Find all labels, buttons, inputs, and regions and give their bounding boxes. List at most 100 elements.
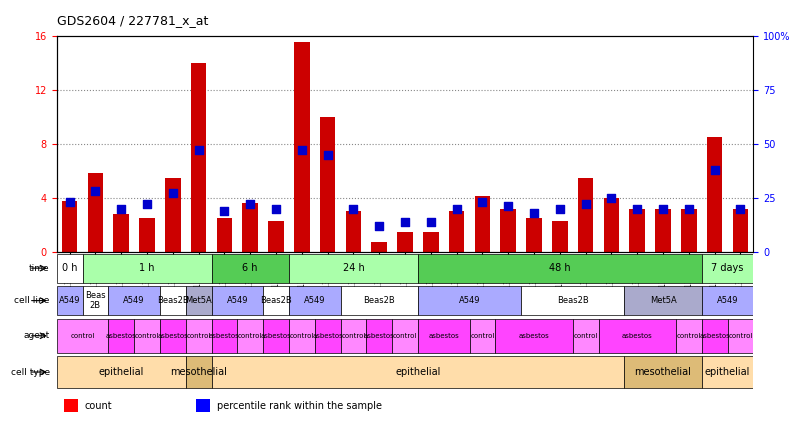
Point: [553, 205, 566, 212]
Bar: [701, 357, 753, 388]
Bar: [625, 357, 701, 388]
Bar: [495, 319, 573, 353]
Bar: [185, 357, 211, 388]
Point: [734, 205, 747, 212]
Text: asbestos: asbestos: [518, 333, 549, 339]
Bar: [392, 319, 418, 353]
Text: control: control: [471, 333, 495, 339]
Point: [399, 218, 411, 225]
Bar: [268, 221, 284, 252]
Text: epithelial: epithelial: [99, 367, 144, 377]
Point: [296, 147, 309, 154]
Bar: [521, 286, 625, 315]
Bar: [315, 319, 340, 353]
Text: cell type: cell type: [11, 368, 49, 377]
Bar: [139, 218, 155, 252]
Text: Beas2B: Beas2B: [260, 296, 292, 305]
Text: 1 h: 1 h: [139, 263, 155, 273]
Point: [476, 198, 489, 206]
Bar: [625, 286, 701, 315]
Text: time: time: [29, 264, 49, 273]
Point: [424, 218, 437, 225]
Text: asbestos: asbestos: [622, 333, 653, 339]
Bar: [263, 319, 289, 353]
Point: [579, 201, 592, 208]
Text: 48 h: 48 h: [549, 263, 570, 273]
Bar: [211, 254, 289, 283]
Text: 7 days: 7 days: [711, 263, 744, 273]
Bar: [676, 319, 701, 353]
Text: A549: A549: [59, 296, 80, 305]
Text: A549: A549: [458, 296, 480, 305]
Bar: [289, 254, 418, 283]
Point: [140, 201, 153, 208]
Bar: [62, 201, 77, 252]
Text: A549: A549: [123, 296, 145, 305]
Text: mesothelial: mesothelial: [634, 367, 692, 377]
Bar: [423, 232, 438, 252]
Text: Beas
2B: Beas 2B: [85, 291, 106, 310]
Bar: [237, 319, 263, 353]
Bar: [573, 319, 599, 353]
Text: Beas2B: Beas2B: [364, 296, 395, 305]
Bar: [289, 319, 315, 353]
Text: mesothelial: mesothelial: [170, 367, 227, 377]
Text: 6 h: 6 h: [242, 263, 258, 273]
Text: control: control: [238, 333, 262, 339]
Text: asbestos: asbestos: [157, 333, 188, 339]
Bar: [418, 254, 701, 283]
Text: asbestos: asbestos: [364, 333, 394, 339]
Point: [270, 205, 283, 212]
Text: epithelial: epithelial: [395, 367, 441, 377]
Text: agent: agent: [23, 331, 49, 340]
Text: control: control: [134, 333, 160, 339]
Text: A549: A549: [227, 296, 248, 305]
Text: asbestos: asbestos: [261, 333, 292, 339]
Bar: [526, 218, 542, 252]
Bar: [185, 286, 211, 315]
Bar: [340, 286, 418, 315]
Bar: [160, 319, 185, 353]
Text: Met5A: Met5A: [650, 296, 676, 305]
Text: A549: A549: [304, 296, 326, 305]
Point: [63, 198, 76, 206]
Text: Beas2B: Beas2B: [157, 296, 189, 305]
Bar: [83, 286, 109, 315]
Bar: [185, 319, 211, 353]
Text: control: control: [70, 333, 95, 339]
Bar: [134, 319, 160, 353]
Bar: [113, 214, 129, 252]
Bar: [64, 399, 78, 412]
Bar: [289, 286, 340, 315]
Text: asbestos: asbestos: [428, 333, 459, 339]
Bar: [211, 319, 237, 353]
Bar: [57, 319, 109, 353]
Bar: [211, 286, 263, 315]
Bar: [294, 42, 309, 252]
Bar: [340, 319, 366, 353]
Text: control: control: [290, 333, 314, 339]
Bar: [470, 319, 495, 353]
Bar: [109, 319, 134, 353]
Point: [321, 151, 334, 158]
Bar: [57, 254, 83, 283]
Point: [89, 188, 102, 195]
Point: [501, 203, 514, 210]
Text: asbestos: asbestos: [699, 333, 730, 339]
Text: control: control: [341, 333, 365, 339]
Text: asbestos: asbestos: [106, 333, 137, 339]
Point: [527, 210, 540, 217]
Bar: [165, 178, 181, 252]
Point: [192, 147, 205, 154]
Text: control: control: [186, 333, 211, 339]
Text: cell line: cell line: [15, 296, 49, 305]
Text: epithelial: epithelial: [705, 367, 750, 377]
Text: asbestos: asbestos: [209, 333, 240, 339]
Text: asbestos: asbestos: [312, 333, 343, 339]
Bar: [397, 232, 413, 252]
Point: [373, 222, 386, 230]
Text: control: control: [573, 333, 598, 339]
Point: [450, 205, 463, 212]
Bar: [681, 209, 697, 252]
Text: control: control: [676, 333, 701, 339]
